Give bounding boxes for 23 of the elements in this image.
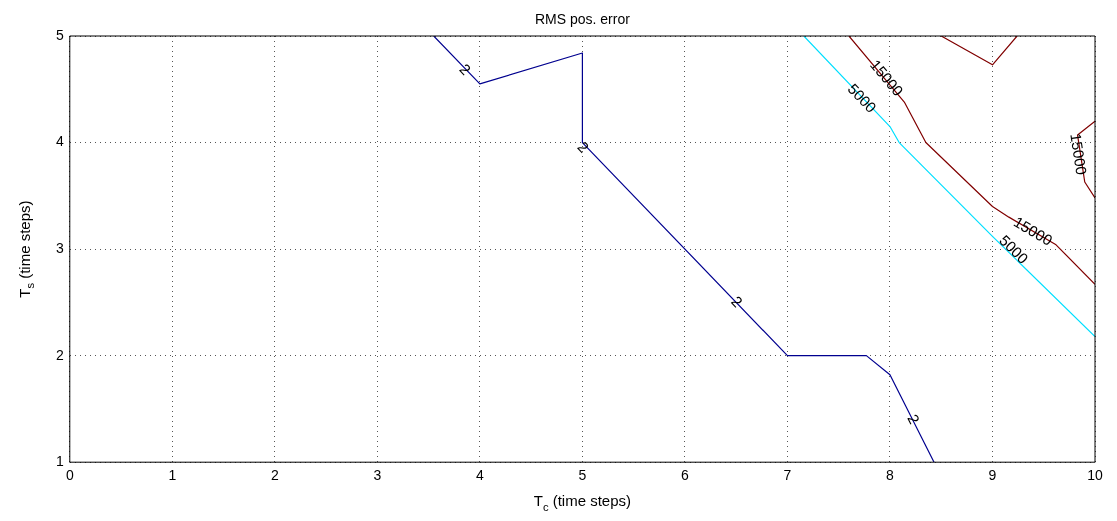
x-tick-label: 7 bbox=[783, 467, 792, 484]
x-tick-label: 4 bbox=[475, 467, 484, 484]
y-tick-label: 4 bbox=[55, 133, 64, 150]
annotation: 2 bbox=[574, 138, 593, 156]
y-tick-label: 5 bbox=[55, 26, 64, 43]
y-tick-label: 2 bbox=[55, 346, 64, 363]
y-axis-title: Ts (time steps) bbox=[15, 200, 37, 298]
x-tick-label: 0 bbox=[65, 467, 74, 484]
x-tick-label: 1 bbox=[168, 467, 177, 484]
annotation: 2 bbox=[728, 292, 747, 311]
chart-title: RMS pos. error bbox=[534, 10, 631, 27]
annotation: 2 bbox=[904, 411, 924, 427]
y-tick-label: 1 bbox=[55, 453, 64, 470]
y-tick-label: 3 bbox=[55, 239, 64, 256]
annotation: 2 bbox=[456, 60, 475, 79]
annotation: 15000 bbox=[1067, 132, 1091, 176]
x-tick-label: 2 bbox=[270, 467, 279, 484]
x-tick-label: 9 bbox=[988, 467, 997, 484]
x-tick-label: 3 bbox=[373, 467, 382, 484]
x-tick-label: 8 bbox=[886, 467, 895, 484]
x-tick-label: 5 bbox=[578, 467, 587, 484]
x-tick-label: 6 bbox=[681, 467, 690, 484]
x-tick-label: 10 bbox=[1087, 467, 1103, 484]
